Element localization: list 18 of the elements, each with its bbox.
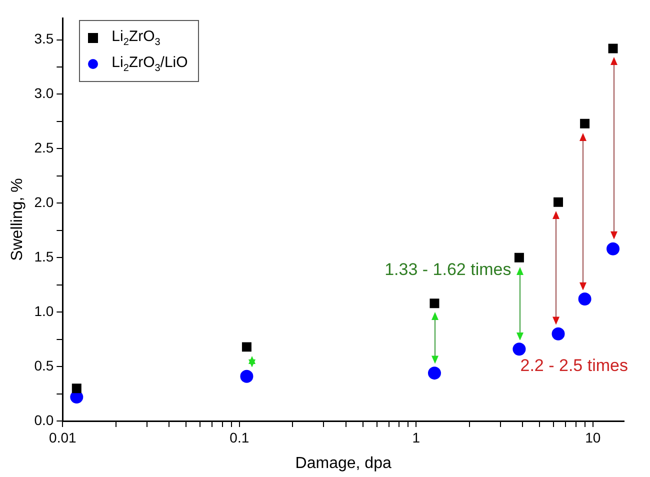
x-tick-label: 0.1 bbox=[230, 429, 250, 446]
x-axis-title: Damage, dpa bbox=[295, 454, 392, 472]
y-tick-label: 2.5 bbox=[34, 140, 54, 156]
x-tick-label: 10 bbox=[585, 429, 601, 446]
y-tick-label: 1.0 bbox=[34, 302, 54, 319]
annotation: 1.33 - 1.62 times bbox=[384, 260, 512, 280]
y-tick-label: 3.5 bbox=[34, 30, 54, 47]
y-tick-label: 0.0 bbox=[34, 412, 54, 428]
x-tick-label: 1 bbox=[412, 429, 420, 446]
annotation: 2.2 - 2.5 times bbox=[520, 356, 628, 376]
y-tick-label: 0.5 bbox=[34, 357, 54, 374]
x-tick-label: 0.01 bbox=[49, 429, 76, 446]
y-tick-label: 2.0 bbox=[34, 194, 54, 210]
y-tick-label: 3.0 bbox=[34, 85, 54, 102]
legend-label: Li$_{2}$ZrO$_{3}$ bbox=[112, 28, 160, 48]
y-tick-label: 1.5 bbox=[34, 248, 54, 264]
y-axis-title: Swelling, % bbox=[9, 178, 26, 261]
legend-label: Li$_{2}$ZrO$_{3}$/LiO bbox=[112, 54, 188, 74]
